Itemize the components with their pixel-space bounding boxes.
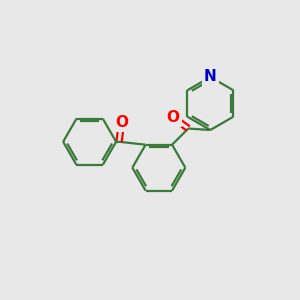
Text: O: O — [167, 110, 179, 125]
Text: O: O — [115, 115, 128, 130]
Text: N: N — [204, 70, 217, 85]
